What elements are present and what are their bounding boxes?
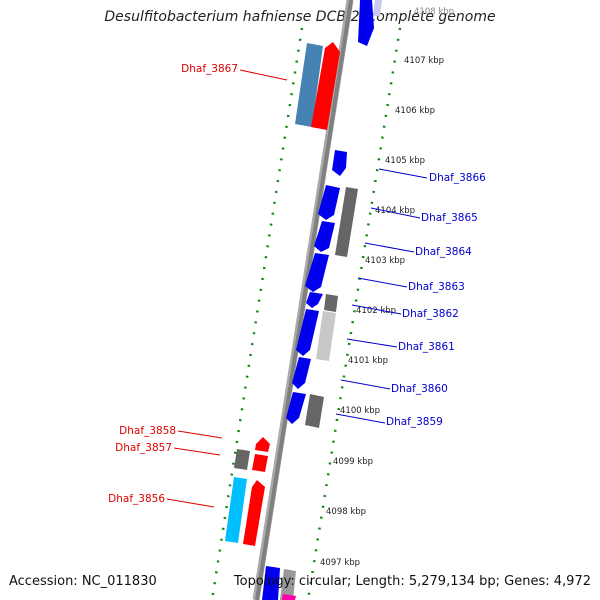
gene-label[interactable]: Dhaf_3858 xyxy=(119,425,176,437)
gene-arrow xyxy=(296,309,319,356)
gene-label[interactable]: Dhaf_3863 xyxy=(408,281,465,293)
gene-arrow-red xyxy=(243,480,265,546)
gene-arrow xyxy=(292,357,311,389)
gene-box-gray xyxy=(280,569,296,600)
leader-line xyxy=(239,69,288,81)
scale-tick-label: 4101 kbp xyxy=(348,356,388,366)
backbone-line xyxy=(255,0,353,600)
leader-line xyxy=(340,379,391,390)
gene-box-magenta xyxy=(282,594,296,600)
leader-line xyxy=(364,242,415,253)
gene-box-gray xyxy=(335,187,358,257)
leader-line xyxy=(335,413,386,424)
scale-tick-label: 4097 kbp xyxy=(320,558,360,568)
gene-label[interactable]: Dhaf_3865 xyxy=(421,212,478,224)
scale-tick-label: 4108 kbp xyxy=(414,7,454,17)
leader-line xyxy=(166,498,215,508)
genome-stats-label: Topology: circular; Length: 5,279,134 bp… xyxy=(233,574,591,589)
gene-arrow xyxy=(358,0,374,46)
gene-arrow xyxy=(305,253,329,292)
gene-box-gray xyxy=(324,294,338,312)
gene-label[interactable]: Dhaf_3857 xyxy=(115,442,172,454)
leader-line xyxy=(351,304,402,315)
scale-tick-label: 4107 kbp xyxy=(404,56,444,66)
gene-label[interactable]: Dhaf_3862 xyxy=(402,308,459,320)
gene-label[interactable]: Dhaf_3860 xyxy=(391,383,448,395)
backbone xyxy=(252,0,354,600)
leader-line xyxy=(357,277,408,288)
scale-tick-label: 4102 kbp xyxy=(356,306,396,316)
leader-line xyxy=(177,430,223,439)
gene-arrow xyxy=(332,150,347,176)
gene-box-gray xyxy=(305,394,324,428)
gene-label[interactable]: Dhaf_3861 xyxy=(398,341,455,353)
gene-label[interactable]: Dhaf_3867 xyxy=(181,63,238,75)
gene-arrow-red xyxy=(311,42,340,130)
scale-tick-label: 4100 kbp xyxy=(340,406,380,416)
label-leaders xyxy=(166,69,428,508)
map-title: Desulfitobacterium hafniense DCB-2, comp… xyxy=(104,9,496,25)
gene-label[interactable]: Dhaf_3856 xyxy=(108,493,165,505)
gene-arrow xyxy=(286,392,306,424)
gene-box-lightgray xyxy=(316,311,336,361)
scale-tick-label: 4103 kbp xyxy=(365,256,405,266)
gene-arrow xyxy=(318,185,340,220)
scale-tick-label: 4105 kbp xyxy=(385,156,425,166)
gene-features xyxy=(225,0,382,600)
scale-tick-label: 4098 kbp xyxy=(326,507,366,517)
scale-labels: 4108 kbp 4107 kbp 4106 kbp 4105 kbp 4104… xyxy=(320,7,454,568)
gene-box-gray xyxy=(234,449,250,470)
gene-arrow xyxy=(306,292,323,308)
gene-box-blue xyxy=(262,566,280,600)
scale-tick-label: 4099 kbp xyxy=(333,457,373,467)
gene-arrow xyxy=(314,221,335,252)
gene-box-red xyxy=(252,454,268,472)
gene-arrow-red xyxy=(255,437,270,452)
leader-line xyxy=(173,447,221,456)
gene-label[interactable]: Dhaf_3866 xyxy=(429,172,486,184)
scale-tick-label: 4106 kbp xyxy=(395,106,435,116)
gene-labels: Dhaf_3867 Dhaf_3866 Dhaf_3865 Dhaf_3864 … xyxy=(108,63,486,505)
leader-line xyxy=(370,207,421,219)
gene-label[interactable]: Dhaf_3864 xyxy=(415,246,472,258)
leader-line xyxy=(378,168,428,179)
leader-line xyxy=(346,338,398,348)
gene-box-light xyxy=(373,0,382,16)
gene-box-cyan xyxy=(225,477,247,543)
scale-tick-label: 4104 kbp xyxy=(375,206,415,216)
accession-label: Accession: NC_011830 xyxy=(9,574,157,589)
gene-label[interactable]: Dhaf_3859 xyxy=(386,416,443,428)
gene-box-steelblue xyxy=(295,43,323,127)
